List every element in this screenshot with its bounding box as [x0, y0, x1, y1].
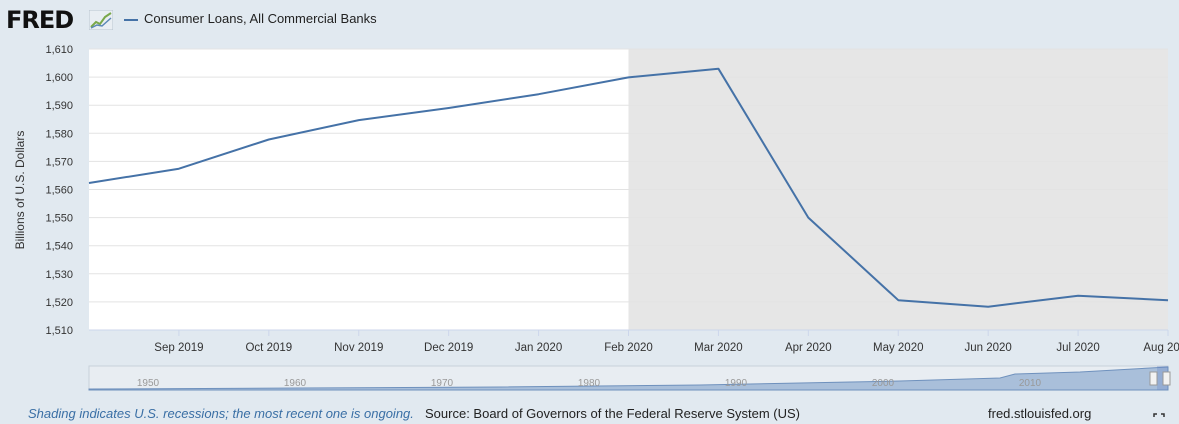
- x-tick-label: Mar 2020: [694, 342, 743, 354]
- x-tick-label: Sep 2019: [154, 342, 203, 354]
- legend-label: Consumer Loans, All Commercial Banks: [144, 11, 377, 26]
- y-tick-label: 1,530: [45, 269, 73, 281]
- y-tick-label: 1,590: [45, 100, 73, 112]
- y-tick-label: 1,550: [45, 213, 73, 225]
- navigator-area: [88, 366, 1169, 391]
- y-tick-label: 1,510: [45, 325, 73, 337]
- x-tick-label: Nov 2019: [334, 342, 383, 354]
- x-tick-label: Apr 2020: [785, 342, 832, 354]
- y-tick-label: 1,560: [45, 185, 73, 197]
- navigator-year-label: 1950: [137, 378, 160, 389]
- legend-line-swatch: [124, 18, 138, 21]
- navigator-handle-left: [1149, 371, 1158, 386]
- y-tick-label: 1,610: [45, 44, 73, 56]
- navigator-year-label: 2010: [1019, 378, 1042, 389]
- x-tick-label: Jul 2020: [1056, 342, 1099, 354]
- legend[interactable]: Consumer Loans, All Commercial Banks: [124, 11, 377, 26]
- x-tick-label: Jun 2020: [965, 342, 1012, 354]
- recession-note: Shading indicates U.S. recessions; the m…: [28, 406, 414, 421]
- x-tick-label: May 2020: [873, 342, 924, 354]
- navigator-year-label: 2000: [872, 378, 895, 389]
- navigator-year-label: 1960: [284, 378, 307, 389]
- navigator-year-label: 1970: [431, 378, 454, 389]
- chart-header: FRED Consumer Loans, All Commercial Bank…: [0, 0, 1179, 40]
- line-chart: 1,510 1,520 1,530 1,540 1,550 1,560 1,570 1,580…: [13, 44, 1179, 391]
- y-tick-label: 1,570: [45, 156, 73, 168]
- y-axis-label: Billions of U.S. Dollars: [13, 131, 27, 250]
- y-tick-label: 1,520: [45, 297, 73, 309]
- fred-logo[interactable]: FRED: [6, 6, 74, 34]
- navigator-handle-right: [1162, 371, 1171, 386]
- x-tick-label: Oct 2019: [245, 342, 292, 354]
- navigator-year-label: 1980: [578, 378, 601, 389]
- fred-graph-icon: [89, 10, 113, 30]
- y-tick-label: 1,580: [45, 128, 73, 140]
- y-tick-label: 1,600: [45, 72, 73, 84]
- y-tick-label: 1,540: [45, 241, 73, 253]
- x-tick-label: Aug 2020: [1143, 342, 1179, 354]
- range-navigator[interactable]: 1950 1960 1970 1980 1990 2000 2010: [88, 365, 1171, 391]
- x-tick-label: Jan 2020: [515, 342, 562, 354]
- fullscreen-icon[interactable]: [1153, 413, 1165, 424]
- site-link[interactable]: fred.stlouisfed.org: [988, 406, 1092, 421]
- x-tick-label: Dec 2019: [424, 342, 473, 354]
- navigator-year-label: 1990: [725, 378, 748, 389]
- x-tick-label: Feb 2020: [604, 342, 653, 354]
- source-text: Source: Board of Governors of the Federa…: [425, 406, 800, 421]
